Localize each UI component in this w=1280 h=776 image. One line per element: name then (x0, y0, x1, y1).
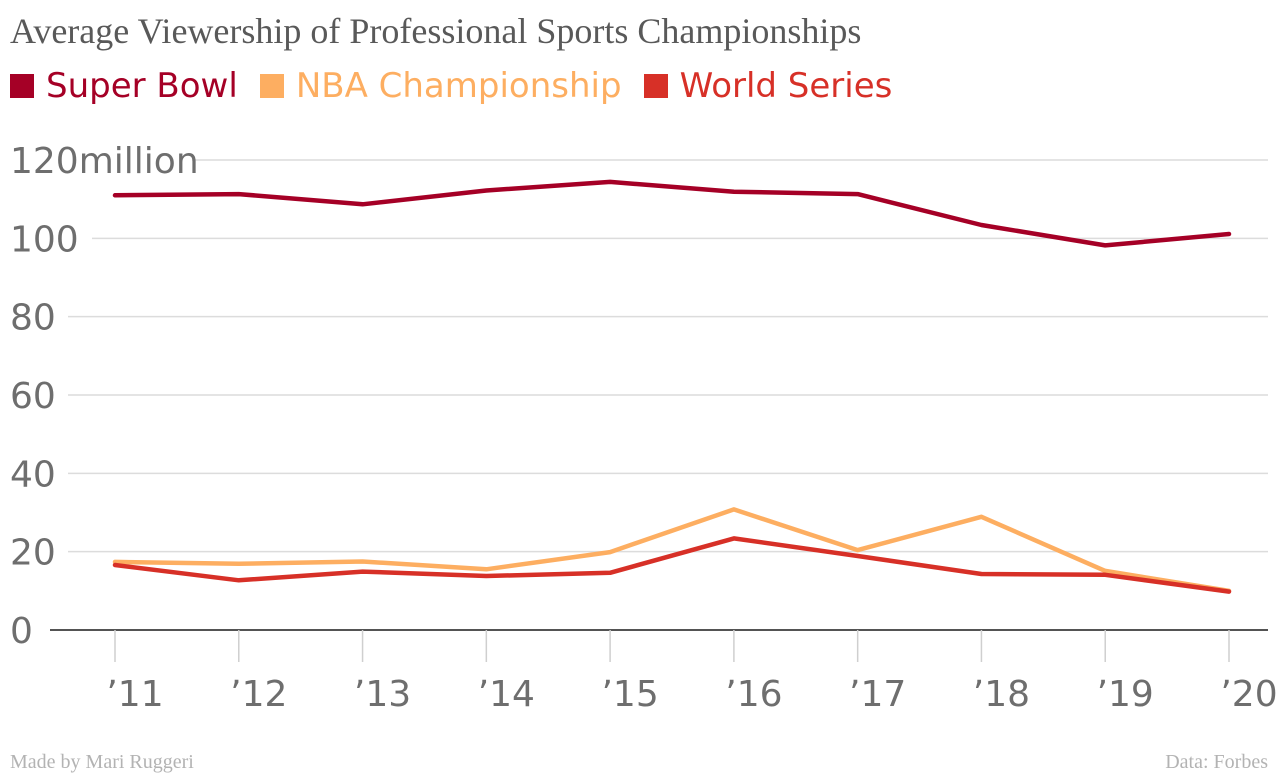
x-tick-label-16: ’16 (725, 674, 782, 715)
legend: Super Bowl NBA Championship World Series (10, 66, 914, 106)
legend-item-nba-championship: NBA Championship (259, 66, 622, 106)
x-tick-label-18: ’18 (973, 674, 1030, 715)
y-tick-label-60: 60 (10, 376, 56, 417)
x-tick-label-11: ’11 (106, 674, 163, 715)
x-tick-label-15: ’15 (601, 674, 658, 715)
x-tick-label-17: ’17 (849, 674, 906, 715)
legend-item-world-series: World Series (643, 66, 893, 106)
series-line-super-bowl (112, 179, 1232, 248)
credit-text: Made by Mari Ruggeri (10, 751, 194, 773)
series-line-nba-championship (112, 507, 1232, 594)
y-tick-label-80: 80 (10, 298, 56, 339)
x-tick-label-14: ’14 (478, 674, 535, 715)
legend-swatch-world-series (643, 74, 668, 98)
legend-swatch-super-bowl (10, 74, 34, 98)
legend-label-super-bowl: Super Bowl (46, 66, 238, 106)
y-tick-label-0: 0 (10, 611, 33, 652)
x-tick-label-20: ’20 (1220, 674, 1277, 715)
y-tick-label-40: 40 (10, 454, 56, 495)
legend-item-super-bowl: Super Bowl (10, 66, 238, 106)
y-tick-label-120: 120million (10, 141, 199, 182)
chart-title: Average Viewership of Professional Sport… (10, 11, 862, 51)
y-tick-label-100: 100 (10, 219, 79, 260)
y-tick-label-20: 20 (10, 533, 56, 574)
series-line-world-series (112, 536, 1232, 594)
x-tick-label-19: ’19 (1097, 674, 1154, 715)
x-tick-label-13: ’13 (354, 674, 411, 715)
legend-label-world-series: World Series (679, 66, 893, 106)
legend-label-nba-championship: NBA Championship (295, 66, 622, 106)
source-text: Data: Forbes (1165, 751, 1268, 773)
legend-swatch-nba-championship (259, 74, 284, 98)
x-tick-label-12: ’12 (230, 674, 287, 715)
